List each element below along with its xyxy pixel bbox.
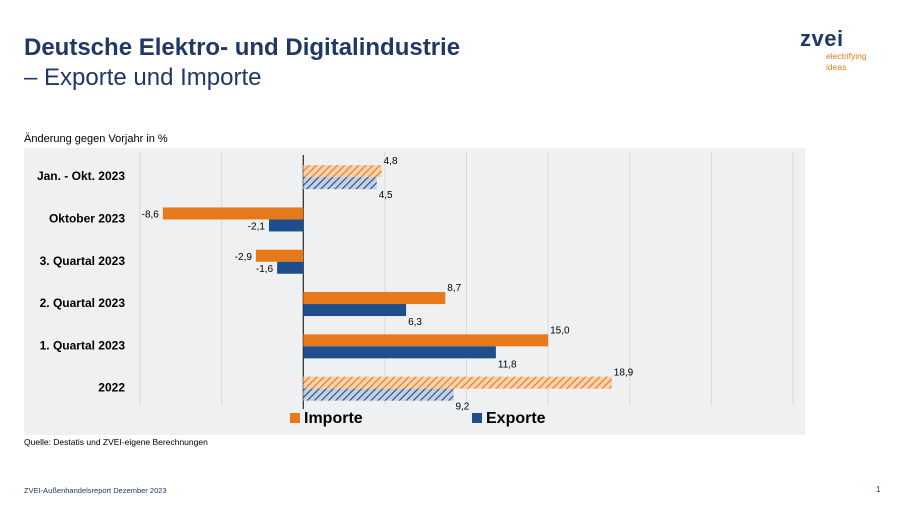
category-label: Jan. - Okt. 2023	[37, 169, 125, 183]
zvei-logo: zvei electrifying ideas	[800, 28, 867, 72]
data-label: -8,6	[142, 209, 160, 220]
page-number: 1	[876, 485, 881, 494]
logo-word: zvei	[800, 26, 844, 51]
export-bar	[303, 346, 496, 359]
footer-text: ZVEI-Außenhandelsreport Dezember 2023	[24, 486, 167, 495]
data-label: 8,7	[447, 283, 461, 294]
category-label: 2. Quartal 2023	[40, 296, 126, 310]
export-bar	[277, 261, 304, 274]
data-label: 11,8	[498, 359, 517, 370]
data-label: -1,6	[256, 264, 274, 275]
data-label: 18,9	[614, 368, 634, 379]
data-label: -2,9	[235, 252, 253, 263]
legend-swatch-exporte	[472, 413, 482, 423]
data-label: 9,2	[455, 402, 469, 413]
legend-label-importe: Importe	[304, 410, 363, 427]
import-bar	[303, 376, 612, 389]
legend-swatch-importe	[290, 413, 300, 423]
category-label: 1. Quartal 2023	[40, 338, 126, 352]
export-bar	[303, 304, 407, 317]
category-label: 2022	[98, 381, 125, 395]
export-bar	[303, 388, 454, 401]
chart-subtitle-line: – Exporte und Importe	[24, 64, 262, 91]
data-label: 15,0	[550, 325, 570, 336]
data-label: -2,1	[248, 221, 266, 232]
import-bar	[303, 334, 549, 347]
data-label: 4,8	[384, 156, 398, 167]
import-bar	[255, 249, 304, 262]
category-label: 3. Quartal 2023	[40, 254, 126, 268]
import-bar	[303, 292, 446, 305]
logo-tagline-2: ideas	[826, 62, 847, 72]
category-label: Oktober 2023	[49, 211, 125, 225]
axis-unit-label: Änderung gegen Vorjahr in %	[24, 133, 168, 145]
export-bar	[268, 219, 304, 232]
export-bar	[303, 177, 377, 190]
data-label: 4,5	[379, 190, 393, 201]
import-bar	[162, 207, 304, 220]
logo-tagline-1: electrifying	[826, 51, 867, 61]
import-bar	[303, 165, 382, 178]
chart-title: Deutsche Elektro- und Digitalindustrie	[24, 34, 461, 61]
data-label: 6,3	[408, 317, 422, 328]
source-note: Quelle: Destatis und ZVEI-eigene Berechn…	[24, 437, 208, 447]
legend-label-exporte: Exporte	[486, 410, 546, 427]
